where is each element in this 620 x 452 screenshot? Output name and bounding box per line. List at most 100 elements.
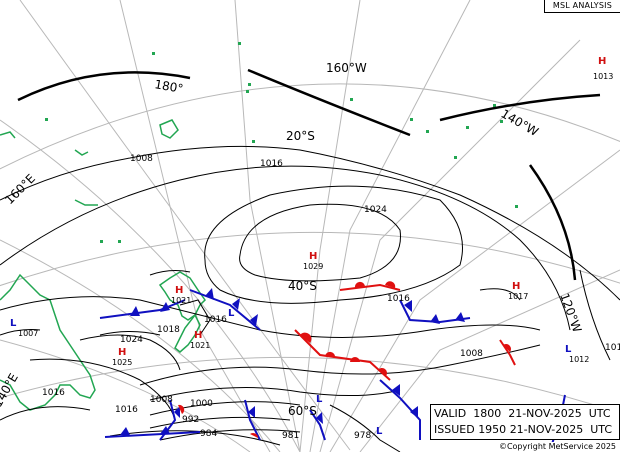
cold-front [309,409,326,441]
warm-front-semicircle [354,281,365,288]
isobar-label: 1008 [130,154,153,164]
cold-front-triangle [392,384,400,396]
meridian-line [309,0,471,452]
cold-front-triangle [160,302,170,312]
island-coast [159,119,179,139]
issued-date: 21-NOV-2025 [509,423,584,436]
high-marker: H [512,281,520,292]
warm-front-semicircle [325,351,336,358]
lon-label-180: 180° [153,77,184,96]
high-value: 1013 [593,72,613,81]
issued-time: 1950 [478,423,507,436]
low-marker: L [376,426,383,437]
isobar-label: 1016 [387,294,410,304]
high-value: 1029 [303,262,323,271]
high-marker: H [194,330,202,341]
isobar-1012 [579,269,611,361]
isobar-label: 981 [282,431,299,441]
island-coast [74,149,89,156]
coastlines [0,119,206,411]
lon-label-160e: 160°E [2,171,38,207]
copyright-notice: ©Copyright MetService 2025 [496,442,618,451]
cold-front [104,431,201,438]
lat-label-40s: 40°S [288,279,317,293]
warm-front-semicircle [300,332,312,343]
high-marker: H [175,285,183,296]
cold-front [189,289,261,331]
meridian-line [19,0,351,451]
valid-label: VALID [434,407,467,420]
map-title: MSL ANALYSIS [543,0,620,13]
isobar-1000 [149,387,401,401]
cold-front-triangle [130,306,140,316]
isobar-label: 1008 [460,349,483,359]
high-marker: H [598,56,606,67]
troughs [17,68,601,281]
valid-row: VALID 1800 21-NOV-2025 UTC [434,406,611,422]
lon-label-120w: 120°W [557,291,584,334]
trough-line [528,164,577,281]
high-marker: H [118,347,126,358]
low-value: 1007 [18,329,38,338]
trough-line [247,68,411,137]
isobar-labels: 1008 1016 1024 1016 1008 1024 1018 1016 … [42,154,620,441]
cold-front-triangle [316,412,323,424]
pressure-centres: H 1013 H 1029 H 1017 H 1021 H 1025 H 102… [10,56,613,437]
cold-front-triangle [410,406,418,418]
high-centre: H 1029 [303,251,323,271]
low-centre: L [316,394,323,405]
isobar-1016-sw [29,358,176,421]
warm-front [499,339,516,366]
isobar-1024-sw [79,334,181,371]
issued-label: ISSUED [434,423,475,436]
valid-date: 21-NOV-2025 [508,407,582,420]
isobar-label: 1024 [120,335,143,345]
warm-front [339,283,401,291]
warm-front-semicircle [178,404,185,414]
lat-label-20s: 20°S [286,129,315,143]
warm-front-semicircle [503,343,512,352]
island-dots [45,42,518,243]
isobar-label: 1016 [605,343,620,353]
isobar-1007 [0,329,41,336]
meridian-line [319,39,581,452]
isobar-label: 1024 [364,205,387,215]
isobar-1008-south [139,344,541,386]
isobar-label: 978 [354,431,371,441]
isobar-980 [159,429,301,441]
isobar-label: 1016 [42,388,65,398]
isobar-label: 1016 [260,159,283,169]
parallel-line [0,231,620,287]
parallel-line [0,83,620,170]
high-value: 1021 [190,341,210,350]
meridian-line [299,0,361,452]
trough-line [439,93,601,122]
isobar-sw [0,406,91,421]
parallel-line [0,356,620,414]
low-marker: L [228,308,235,319]
valid-time: 1800 [473,407,502,420]
front-symbols [120,281,566,438]
isobar-1025 [99,331,161,336]
trough-line [17,71,191,102]
high-marker: H [309,251,317,262]
australia-coast [0,273,96,411]
validity-panel: VALID 1800 21-NOV-2025 UTC ISSUED 1950 2… [430,404,620,440]
issued-tz: UTC [590,423,613,436]
isobar-label: 1016 [204,315,227,325]
meridian-line [234,0,301,452]
cold-front-triangle [205,288,214,300]
low-marker: L [316,394,323,405]
low-marker: L [10,318,17,329]
low-centre: L 1012 [565,344,589,364]
cold-front-triangle [232,298,240,310]
cold-front [244,399,261,441]
valid-tz: UTC [588,407,611,420]
cold-front-triangle [120,427,130,435]
high-value: 1017 [508,292,528,301]
high-centre: H 1021 [171,285,191,305]
lat-label-60s: 60°S [288,404,317,418]
